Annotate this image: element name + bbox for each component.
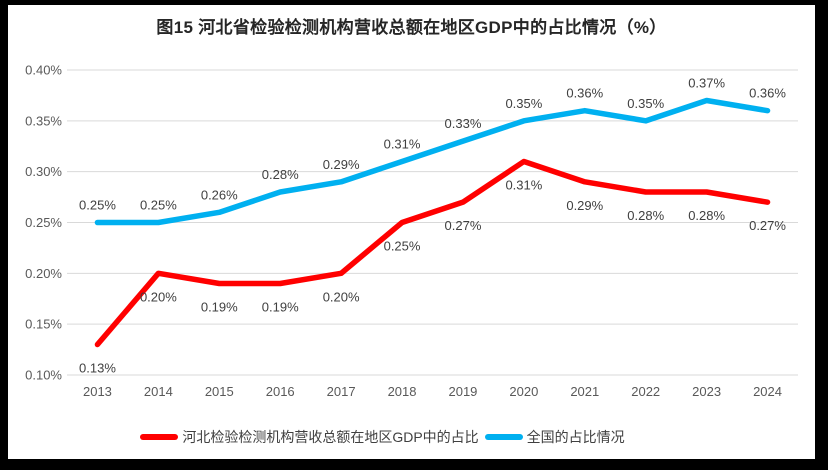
data-label: 0.27% — [445, 218, 482, 233]
x-axis-tick-label: 2017 — [327, 384, 356, 399]
legend-item-national: 全国的占比情况 — [484, 427, 625, 447]
x-axis-tick-label: 2022 — [631, 384, 660, 399]
y-axis-tick-labels: 0.10% 0.15% 0.20% 0.25% 0.30% 0.35% 0.40% — [25, 63, 62, 383]
data-label: 0.20% — [323, 289, 360, 304]
data-label: 0.19% — [262, 300, 299, 315]
data-label: 0.37% — [688, 76, 725, 91]
data-label: 0.13% — [79, 361, 116, 376]
legend-label-hebei: 河北检验检测机构营收总额在地区GDP中的占比 — [182, 429, 479, 445]
data-label: 0.25% — [140, 198, 177, 213]
data-label: 0.31% — [384, 137, 421, 152]
chart-title: 图15 河北省检验检测机构营收总额在地区GDP中的占比情况（%） — [156, 18, 667, 37]
x-axis-tick-label: 2015 — [205, 384, 234, 399]
y-axis-tick-label: 0.25% — [25, 215, 62, 230]
chart-canvas — [8, 5, 815, 459]
x-axis-tick-label: 2020 — [509, 384, 538, 399]
legend-label-national: 全国的占比情况 — [526, 429, 625, 445]
y-axis-tick-label: 0.30% — [25, 164, 62, 179]
series-data-labels-1: 0.25% 0.25% 0.26% 0.28% 0.29% 0.31% 0.33% 0.35%… — [79, 76, 786, 213]
data-label: 0.19% — [201, 300, 238, 315]
data-label: 0.36% — [566, 86, 603, 101]
data-label: 0.29% — [566, 198, 603, 213]
data-label: 0.25% — [384, 239, 421, 254]
legend-swatch-hebei-line — [140, 434, 179, 440]
x-axis-tick-label: 2021 — [570, 384, 599, 399]
data-label: 0.31% — [505, 178, 542, 193]
y-axis-tick-label: 0.20% — [25, 266, 62, 281]
data-label: 0.35% — [627, 96, 664, 111]
series-data-labels-0: 0.13% 0.20% 0.19% 0.19% 0.20% 0.25% 0.27% 0.31%… — [79, 178, 786, 376]
data-label: 0.35% — [505, 96, 542, 111]
data-label: 0.28% — [688, 208, 725, 223]
y-axis-tick-label: 0.10% — [25, 368, 62, 383]
x-axis-tick-label: 2016 — [266, 384, 295, 399]
y-axis-tick-label: 0.40% — [25, 63, 62, 78]
data-label: 0.29% — [323, 157, 360, 172]
gridlines — [67, 69, 798, 376]
legend-item-hebei: 河北检验检测机构营收总额在地区GDP中的占比 — [140, 427, 479, 447]
series-line-0 — [94, 158, 771, 348]
y-axis-tick-label: 0.35% — [25, 113, 62, 128]
data-label: 0.33% — [445, 116, 482, 131]
y-axis-tick-label: 0.15% — [25, 317, 62, 332]
data-label: 0.25% — [79, 198, 116, 213]
chart-legend: 河北检验检测机构营收总额在地区GDP中的占比 全国的占比情况 — [0, 427, 786, 447]
x-axis-tick-labels: 2013 2014 2015 2016 2017 2018 2019 2020 2021 2022… — [83, 384, 782, 399]
data-label: 0.36% — [749, 86, 786, 101]
x-axis-tick-label: 2018 — [388, 384, 417, 399]
data-label: 0.26% — [201, 187, 238, 202]
legend-swatch-national-line — [484, 434, 523, 440]
x-axis-tick-label: 2024 — [753, 384, 782, 399]
x-axis-tick-label: 2023 — [692, 384, 721, 399]
data-label: 0.20% — [140, 289, 177, 304]
x-axis-tick-label: 2013 — [83, 384, 112, 399]
data-label: 0.28% — [627, 208, 664, 223]
series-line-1 — [94, 97, 771, 226]
x-axis-tick-label: 2014 — [144, 384, 173, 399]
data-label: 0.27% — [749, 218, 786, 233]
data-label: 0.28% — [262, 167, 299, 182]
x-axis-tick-label: 2019 — [448, 384, 477, 399]
